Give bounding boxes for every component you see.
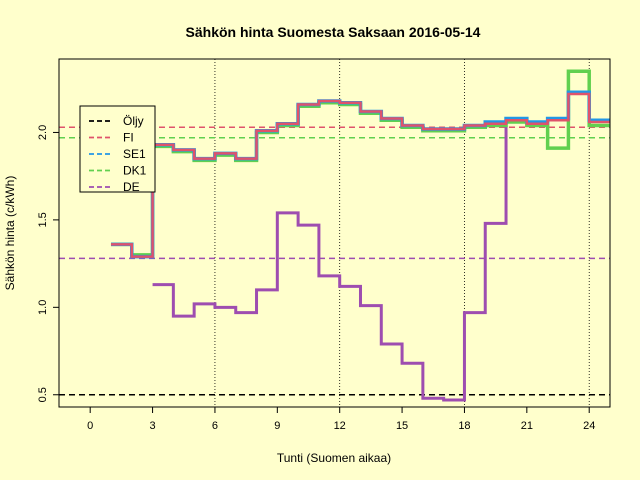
x-tick-label-12: 12 (334, 420, 346, 432)
legend-label-2: SE1 (123, 147, 146, 161)
x-tick-label-24: 24 (583, 420, 595, 432)
x-axis-label: Tunti (Suomen aikaa) (277, 451, 391, 465)
plot-frame (58, 58, 611, 408)
legend-label-1: FI (123, 131, 134, 145)
x-tick-label-0: 0 (87, 420, 93, 432)
x-tick-label-18: 18 (458, 420, 470, 432)
legend: Öljy FI SE1 DK1 DE (79, 105, 156, 194)
y-tick-label-0: 0.5 (37, 387, 49, 402)
x-tick-label-9: 9 (274, 420, 280, 432)
y-axis: 0.5 1.0 1.5 2.0 (37, 125, 59, 402)
series-de (152, 120, 527, 402)
legend-label-4: DE (123, 180, 140, 194)
y-tick-label-3: 2.0 (37, 125, 49, 140)
x-axis: 0 3 6 9 12 15 18 21 24 (87, 407, 595, 432)
x-tick-label-6: 6 (212, 420, 218, 432)
x-tick-label-21: 21 (521, 420, 533, 432)
chart-title: Sähkön hinta Suomesta Saksaan 2016-05-14 (186, 24, 481, 40)
series-fi (110, 92, 610, 258)
series-dk1 (110, 69, 610, 257)
x-tick-label-3: 3 (150, 420, 156, 432)
series-se1 (110, 90, 610, 259)
y-tick-label-2: 1.5 (37, 212, 49, 227)
y-tick-label-1: 1.0 (37, 300, 49, 315)
x-tick-label-15: 15 (396, 420, 408, 432)
y-axis-label: Sähkön hinta (c/kWh) (3, 176, 17, 291)
legend-label-0: Öljy (123, 114, 144, 128)
legend-label-3: DK1 (123, 164, 147, 178)
